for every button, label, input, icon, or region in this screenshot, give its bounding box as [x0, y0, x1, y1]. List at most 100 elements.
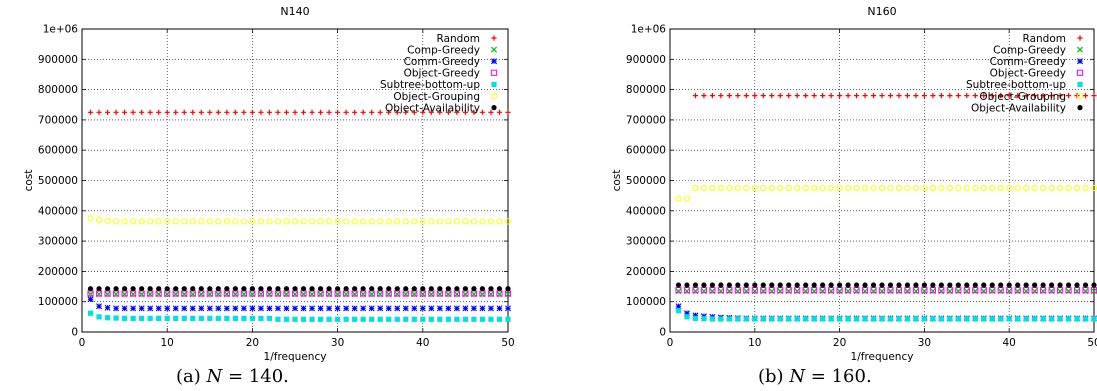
data-point — [257, 305, 264, 312]
data-point — [189, 305, 196, 312]
data-point — [930, 282, 936, 288]
legend-marker-comm-greedy — [1077, 58, 1083, 65]
data-point — [138, 305, 145, 312]
data-point — [198, 286, 204, 292]
data-point — [981, 316, 987, 322]
data-point — [998, 93, 1004, 99]
data-point — [769, 316, 775, 322]
data-point — [1040, 282, 1046, 288]
data-point — [275, 286, 281, 292]
data-point — [130, 305, 137, 312]
data-point — [811, 316, 817, 322]
data-point — [802, 184, 809, 192]
series-random — [87, 109, 511, 115]
legend-label-object-greedy: Object-Greedy — [404, 68, 480, 80]
data-point — [895, 287, 903, 294]
data-point — [504, 218, 512, 225]
data-point — [232, 109, 238, 115]
data-point — [462, 305, 469, 312]
data-point — [249, 305, 256, 312]
data-point — [113, 109, 119, 115]
data-point — [896, 93, 902, 99]
data-point — [938, 282, 944, 288]
data-point — [717, 184, 724, 192]
data-point — [104, 109, 111, 115]
data-point — [437, 316, 443, 322]
data-point — [786, 282, 792, 288]
data-point — [232, 286, 238, 292]
legend-label-random: Random — [1023, 33, 1066, 45]
data-point — [675, 287, 682, 294]
data-point — [156, 286, 162, 292]
data-point — [675, 303, 682, 310]
data-point — [1031, 184, 1038, 192]
data-point — [164, 286, 170, 292]
data-point — [368, 218, 375, 225]
data-point — [206, 305, 213, 312]
data-point — [947, 316, 953, 322]
data-point — [104, 286, 111, 292]
data-point — [844, 287, 852, 294]
data-point — [436, 305, 443, 312]
data-point — [190, 286, 196, 292]
data-point — [1091, 316, 1097, 322]
data-point — [768, 184, 775, 192]
data-point — [369, 286, 375, 292]
data-point — [334, 305, 341, 312]
data-point — [428, 109, 434, 115]
y-tick-label: 500000 — [626, 175, 666, 187]
data-point — [820, 93, 826, 99]
chart-panel-a: 0 100000 200000 300000 400000 500000 600000 700… — [23, 5, 515, 363]
legend-label-subtree-bottom-up: Subtree-bottom-up — [380, 79, 480, 91]
data-point — [87, 310, 94, 316]
data-point — [675, 282, 682, 288]
caption-a-value: = 140. — [228, 366, 289, 387]
data-point — [471, 316, 477, 322]
data-point — [1032, 316, 1038, 322]
data-point — [156, 315, 162, 321]
data-point — [1040, 316, 1046, 322]
data-point — [96, 314, 102, 320]
data-point — [845, 282, 851, 288]
data-point — [684, 314, 690, 320]
data-point — [998, 316, 1004, 322]
data-point — [223, 218, 230, 225]
data-point — [861, 184, 869, 192]
data-point — [266, 218, 273, 225]
data-point — [343, 316, 349, 322]
data-point — [241, 286, 247, 292]
data-point — [325, 218, 333, 225]
data-point — [274, 218, 282, 225]
data-point — [837, 316, 843, 322]
y-axis-label: cost — [611, 170, 623, 192]
data-point — [752, 93, 758, 99]
data-point — [743, 93, 749, 99]
data-point — [394, 316, 400, 322]
data-point — [769, 93, 775, 99]
data-point — [258, 286, 264, 292]
x-tick-label: 0 — [79, 337, 86, 349]
data-point — [853, 316, 860, 322]
legend-marker-object-grouping — [490, 92, 498, 100]
data-point — [692, 93, 699, 99]
series-object-availability — [87, 286, 511, 292]
data-point — [147, 315, 153, 321]
data-point — [692, 287, 699, 294]
legend-marker-object-availability — [491, 105, 497, 111]
data-point — [479, 286, 486, 292]
data-point — [369, 109, 375, 115]
series-random — [692, 93, 1097, 99]
data-point — [428, 286, 434, 292]
data-point — [445, 218, 452, 225]
data-point — [887, 287, 894, 294]
data-point — [709, 287, 716, 294]
data-point — [445, 305, 452, 312]
data-point — [487, 218, 495, 225]
data-point — [283, 218, 290, 225]
data-point — [445, 109, 451, 115]
data-point — [938, 316, 944, 322]
data-point — [980, 184, 987, 192]
data-point — [972, 316, 978, 322]
data-point — [496, 286, 503, 292]
data-point — [701, 93, 707, 99]
